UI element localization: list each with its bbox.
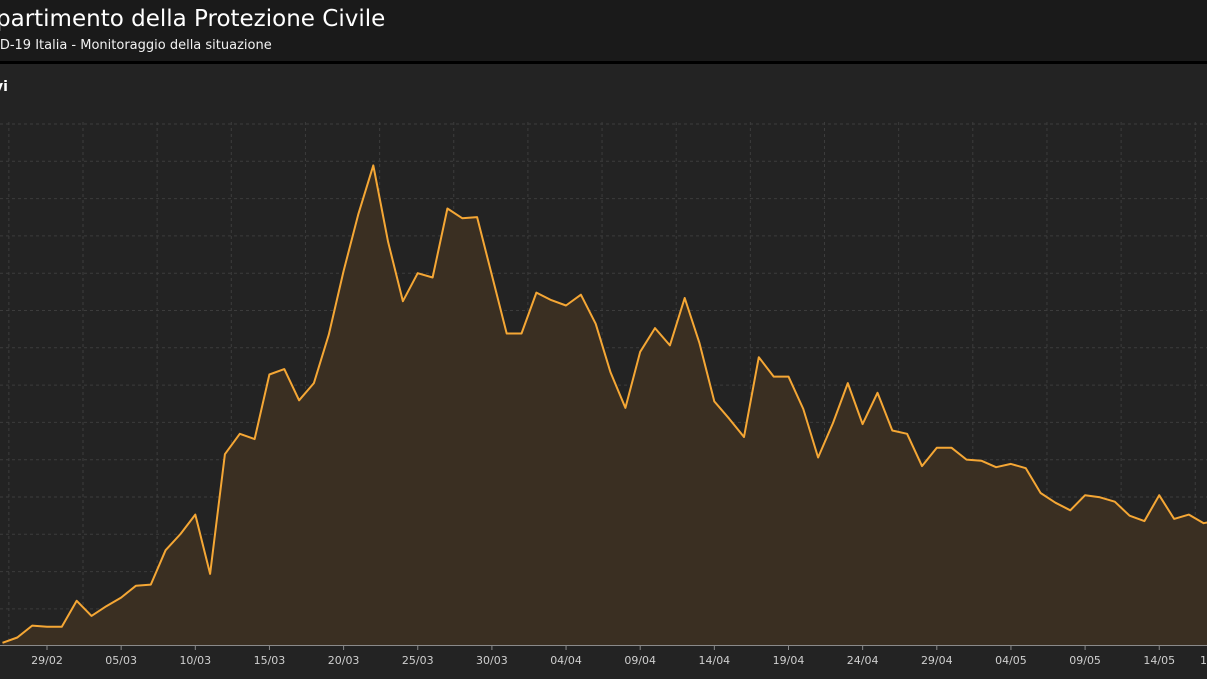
x-tick-label: 04/05 bbox=[995, 654, 1027, 667]
header-divider bbox=[0, 61, 1207, 64]
x-tick-label: 1 bbox=[1200, 654, 1207, 667]
app-header: partimento della Protezione Civile ID-19… bbox=[0, 0, 1207, 61]
chart-title: vi bbox=[0, 79, 8, 95]
x-tick-label: 09/05 bbox=[1069, 654, 1101, 667]
x-tick-label: 14/05 bbox=[1143, 654, 1175, 667]
x-tick-label: 04/04 bbox=[550, 654, 582, 667]
page-title: partimento della Protezione Civile bbox=[0, 6, 386, 32]
x-tick-label: 15/03 bbox=[254, 654, 286, 667]
x-tick-label: 25/03 bbox=[402, 654, 434, 667]
page-subtitle: ID-19 Italia - Monitoraggio della situaz… bbox=[0, 38, 272, 53]
x-tick-label: 29/02 bbox=[31, 654, 63, 667]
x-tick-label: 14/04 bbox=[698, 654, 730, 667]
x-tick-label: 05/03 bbox=[105, 654, 137, 667]
x-tick-label: 30/03 bbox=[476, 654, 508, 667]
x-axis-ticks: 29/02 05/03 10/03 15/03 20/03 25/03 30/03 04/04… bbox=[31, 645, 1207, 667]
x-tick-label: 09/04 bbox=[624, 654, 656, 667]
series-line bbox=[2, 164, 1207, 644]
x-tick-label: 19/04 bbox=[773, 654, 805, 667]
x-tick-label: 24/04 bbox=[847, 654, 879, 667]
x-tick-label: 10/03 bbox=[179, 654, 211, 667]
x-tick-label: 20/03 bbox=[328, 654, 360, 667]
series-area bbox=[2, 165, 1207, 645]
x-tick-label: 29/04 bbox=[921, 654, 953, 667]
